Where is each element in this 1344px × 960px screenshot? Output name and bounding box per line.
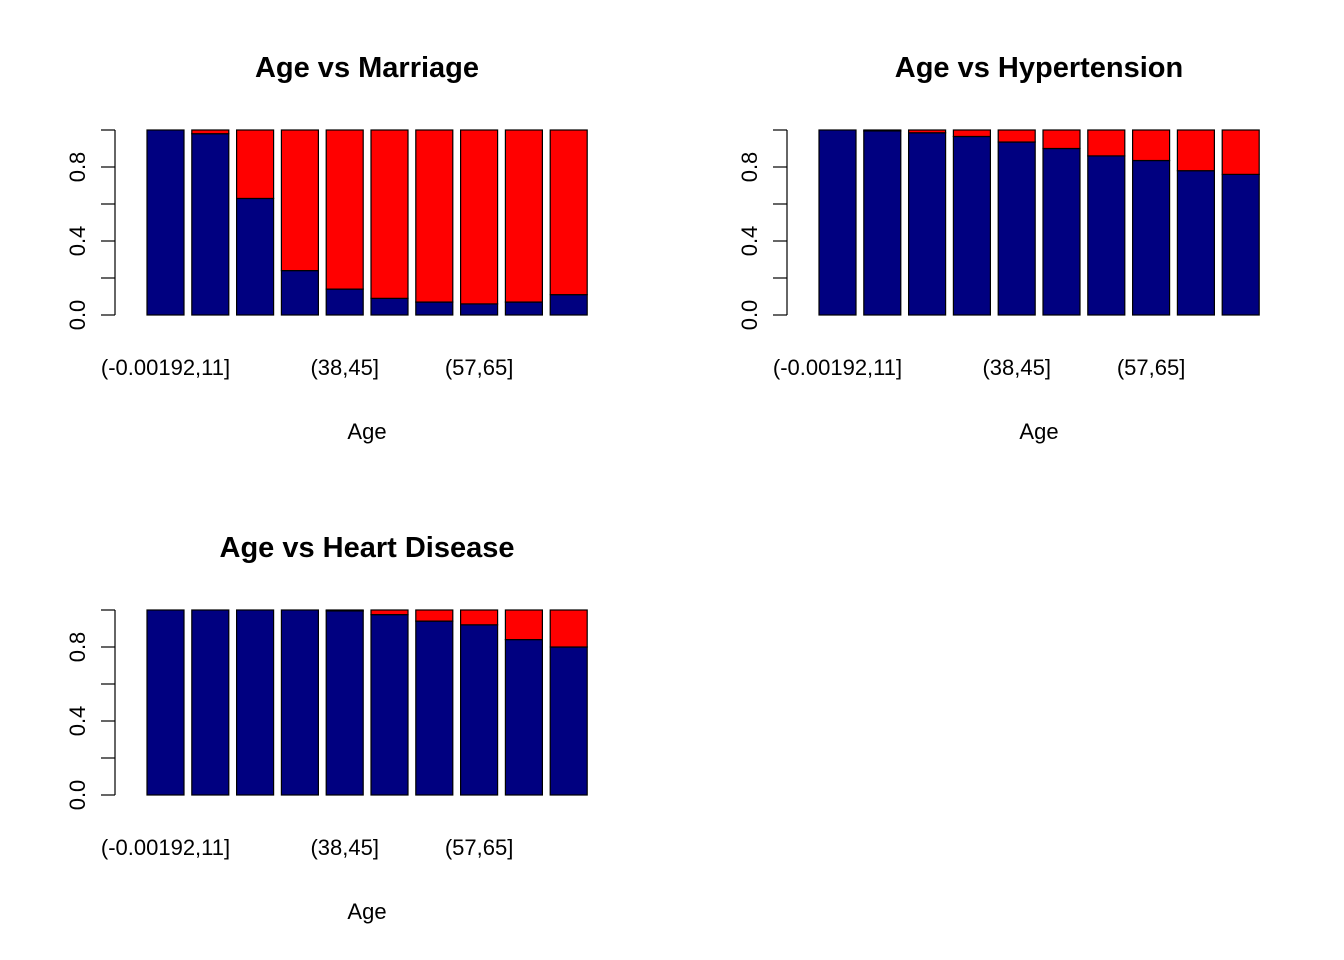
y-axis: 0.0 0.4 0.8 [65,609,116,811]
bar-segment [997,141,1036,316]
bar-segment [504,301,543,316]
x-tick-label: (38,45] [310,835,379,860]
chart-panel-hypertension: Age vs Hypertension 0.0 0.4 0.8 (-0.00192,… [737,52,1260,444]
bar-segment [370,297,409,316]
bar-segment [236,609,275,796]
bar-segment [504,129,543,303]
bar-segment [415,620,454,796]
bar-segment [1131,159,1171,316]
bar-segment [952,129,992,138]
bar-segment [549,609,588,648]
bar-segment [280,129,319,272]
bar-segment [460,624,499,796]
bar-segment [191,133,230,316]
bar-segment [549,646,588,796]
x-tick-label: (-0.00192,11] [773,355,902,380]
chart-title: Age vs Marriage [255,52,479,84]
x-tick-label: (57,65] [445,835,514,860]
bar-segment [370,609,409,616]
bar-segment [460,303,499,316]
bar-segment [370,129,409,299]
bar-segment [1221,173,1260,316]
y-tick-label: 0.4 [65,226,90,257]
y-tick-label: 0.4 [737,226,762,257]
bar-segment [1042,147,1081,316]
y-tick-label: 0.0 [737,300,762,331]
x-axis-label: Age [347,419,386,444]
bar-segment [863,129,902,132]
x-tick-label: (38,45] [982,355,1051,380]
bar-segment [460,129,499,305]
x-tick-label: (57,65] [1117,355,1186,380]
bar-segment [146,609,185,796]
y-tick-label: 0.4 [65,706,90,737]
y-tick-label: 0.8 [65,632,90,663]
y-tick-label: 0.8 [65,152,90,183]
x-tick-label: (-0.00192,11] [101,355,230,380]
bar-segment [863,130,902,316]
chart-panel-marriage: Age vs Marriage 0.00.40.8 (-0.00192,11] … [65,52,588,444]
bar-segment [818,129,857,316]
x-tick-label: (38,45] [310,355,379,380]
bar-segment [952,135,992,316]
chart-title: Age vs Hypertension [895,52,1183,84]
y-axis: 0.0 0.4 0.8 [737,129,788,331]
bar-segment [1176,129,1216,172]
x-axis-label: Age [1019,419,1058,444]
bar-segment [1131,129,1171,162]
chart-title: Age vs Heart Disease [220,532,515,564]
x-axis-label: Age [347,899,386,924]
bar-segment [549,294,588,316]
bar-segment [549,129,588,296]
bar-segment [504,638,543,796]
bar-segment [280,609,319,796]
bar-segment [415,609,454,622]
bar-segment [280,270,319,316]
bar-segment [1176,170,1216,316]
bar-segment [236,129,275,200]
bar-segment [191,609,230,796]
bar-segment [1087,129,1126,157]
y-tick-label: 0.0 [65,300,90,331]
bar-segment [504,609,543,641]
chart-panel-heart-disease: Age vs Heart Disease 0.0 0.4 0.8 (-0.00192… [65,532,588,924]
bar-segment [1042,129,1081,150]
bar-segment [997,129,1036,143]
y-axis: 0.0 0.4 0.8 [65,129,116,331]
bar-segment [415,301,454,316]
bar-segment [325,129,364,290]
y-tick-label: 0.8 [737,152,762,183]
bar-segment [191,129,230,135]
bar-segment [1087,155,1126,316]
bar-segment [146,129,185,316]
y-tick-label: 0.0 [65,780,90,811]
x-tick-label: (57,65] [445,355,514,380]
bars [146,609,588,796]
bar-segment [460,609,499,626]
bars [146,129,588,316]
bar-segment [415,129,454,303]
bar-segment [1221,129,1260,176]
bar-segment [907,132,947,316]
x-tick-label: (-0.00192,11] [101,835,230,860]
bar-segment [370,614,409,796]
bar-segment [236,197,275,316]
bar-segment [325,288,364,316]
bar-segment [325,609,364,612]
bar-segment [325,610,364,796]
bars [818,129,1260,316]
bar-segment [907,129,947,134]
